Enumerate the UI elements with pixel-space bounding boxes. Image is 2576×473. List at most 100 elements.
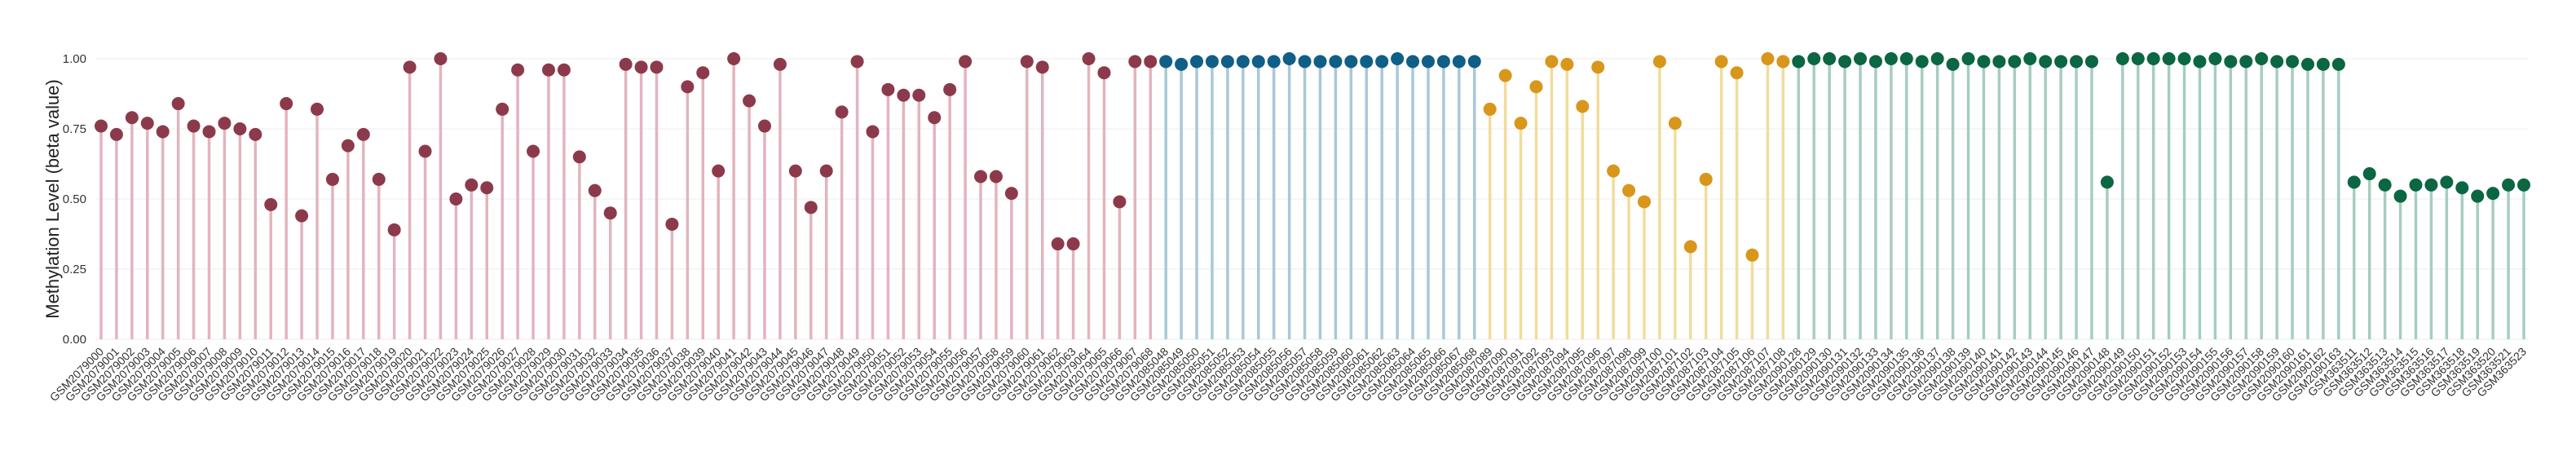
data-point xyxy=(2084,55,2098,69)
data-point xyxy=(2208,52,2222,65)
data-point xyxy=(218,117,232,130)
data-point xyxy=(2286,55,2300,69)
data-point xyxy=(1360,55,1374,69)
data-point xyxy=(1607,164,1621,178)
data-point xyxy=(588,183,602,197)
data-point xyxy=(727,52,741,65)
data-point xyxy=(2316,57,2330,71)
y-tick-label: 1.00 xyxy=(63,52,86,66)
data-point xyxy=(1267,55,1281,69)
data-point xyxy=(2471,189,2485,203)
data-point xyxy=(295,209,309,223)
data-point xyxy=(511,63,525,77)
data-point xyxy=(264,197,278,211)
data-point xyxy=(1637,195,1651,209)
data-point xyxy=(1004,187,1018,201)
data-point xyxy=(1251,55,1265,69)
data-point xyxy=(171,97,185,111)
data-point xyxy=(1591,60,1605,74)
data-point xyxy=(2100,175,2114,189)
data-point xyxy=(2054,55,2068,69)
data-point xyxy=(2239,55,2253,69)
data-point xyxy=(1313,55,1327,69)
data-point xyxy=(480,181,494,195)
points xyxy=(95,52,2530,262)
data-point xyxy=(356,127,370,141)
data-point xyxy=(1930,52,1944,65)
data-point xyxy=(2146,52,2160,65)
data-point xyxy=(1205,55,1219,69)
data-point xyxy=(2393,189,2407,203)
data-point xyxy=(1514,117,1528,130)
data-point xyxy=(465,178,479,192)
data-point xyxy=(125,111,139,125)
x-axis-ticks: GSM2079000GSM2079001GSM2079002GSM2079003… xyxy=(47,345,2530,404)
data-point xyxy=(1761,52,1775,65)
data-point xyxy=(2070,55,2084,69)
data-point xyxy=(788,164,802,178)
data-point xyxy=(773,57,787,71)
data-point xyxy=(665,217,679,231)
data-point xyxy=(557,63,571,77)
data-point xyxy=(1545,55,1559,69)
data-point xyxy=(2347,175,2361,189)
data-point xyxy=(202,125,216,139)
data-point xyxy=(1220,55,1234,69)
data-point xyxy=(1745,248,1759,262)
data-point xyxy=(619,57,633,71)
data-point xyxy=(1622,183,1636,197)
data-point xyxy=(1838,55,1852,69)
data-point xyxy=(804,201,818,214)
data-point xyxy=(1576,99,1590,113)
data-point xyxy=(1498,69,1512,82)
data-point xyxy=(650,60,664,74)
y-tick-label: 0.75 xyxy=(63,122,86,136)
data-point xyxy=(743,94,756,108)
data-point xyxy=(850,55,864,69)
data-point xyxy=(1159,55,1173,69)
data-point xyxy=(757,119,771,133)
data-point xyxy=(496,102,509,116)
data-point xyxy=(1144,55,1158,69)
data-point xyxy=(572,150,586,164)
data-point xyxy=(1699,172,1713,186)
data-point xyxy=(2131,52,2145,65)
data-point xyxy=(943,82,957,96)
data-point xyxy=(2162,52,2176,65)
data-point xyxy=(341,139,355,153)
y-tick-label: 0.50 xyxy=(63,192,86,206)
stems xyxy=(99,59,2525,339)
data-point xyxy=(1128,55,1142,69)
data-point xyxy=(2409,178,2423,192)
data-point xyxy=(1823,52,1837,65)
data-point xyxy=(959,55,973,69)
data-point xyxy=(1421,55,1435,69)
data-point xyxy=(1915,55,1929,69)
data-point xyxy=(1035,60,1049,74)
data-point xyxy=(140,117,154,130)
data-point xyxy=(418,144,432,158)
data-point xyxy=(1652,55,1666,69)
data-point xyxy=(2270,55,2284,69)
data-point xyxy=(325,172,339,186)
data-point xyxy=(156,125,170,139)
data-point xyxy=(912,88,926,102)
data-point xyxy=(387,223,401,236)
data-point xyxy=(2486,187,2500,201)
data-point xyxy=(1020,55,1034,69)
data-point xyxy=(1236,55,1250,69)
data-point xyxy=(1899,52,1913,65)
data-point xyxy=(681,80,695,94)
data-point xyxy=(928,111,942,125)
data-point xyxy=(95,119,108,133)
data-point xyxy=(1066,237,1080,251)
data-point xyxy=(2039,55,2053,69)
data-point xyxy=(603,206,617,220)
data-point xyxy=(311,102,324,116)
data-point xyxy=(1560,57,1574,71)
data-point xyxy=(1467,55,1481,69)
data-point xyxy=(1714,55,1728,69)
data-point xyxy=(109,127,123,141)
data-point xyxy=(1792,55,1806,69)
